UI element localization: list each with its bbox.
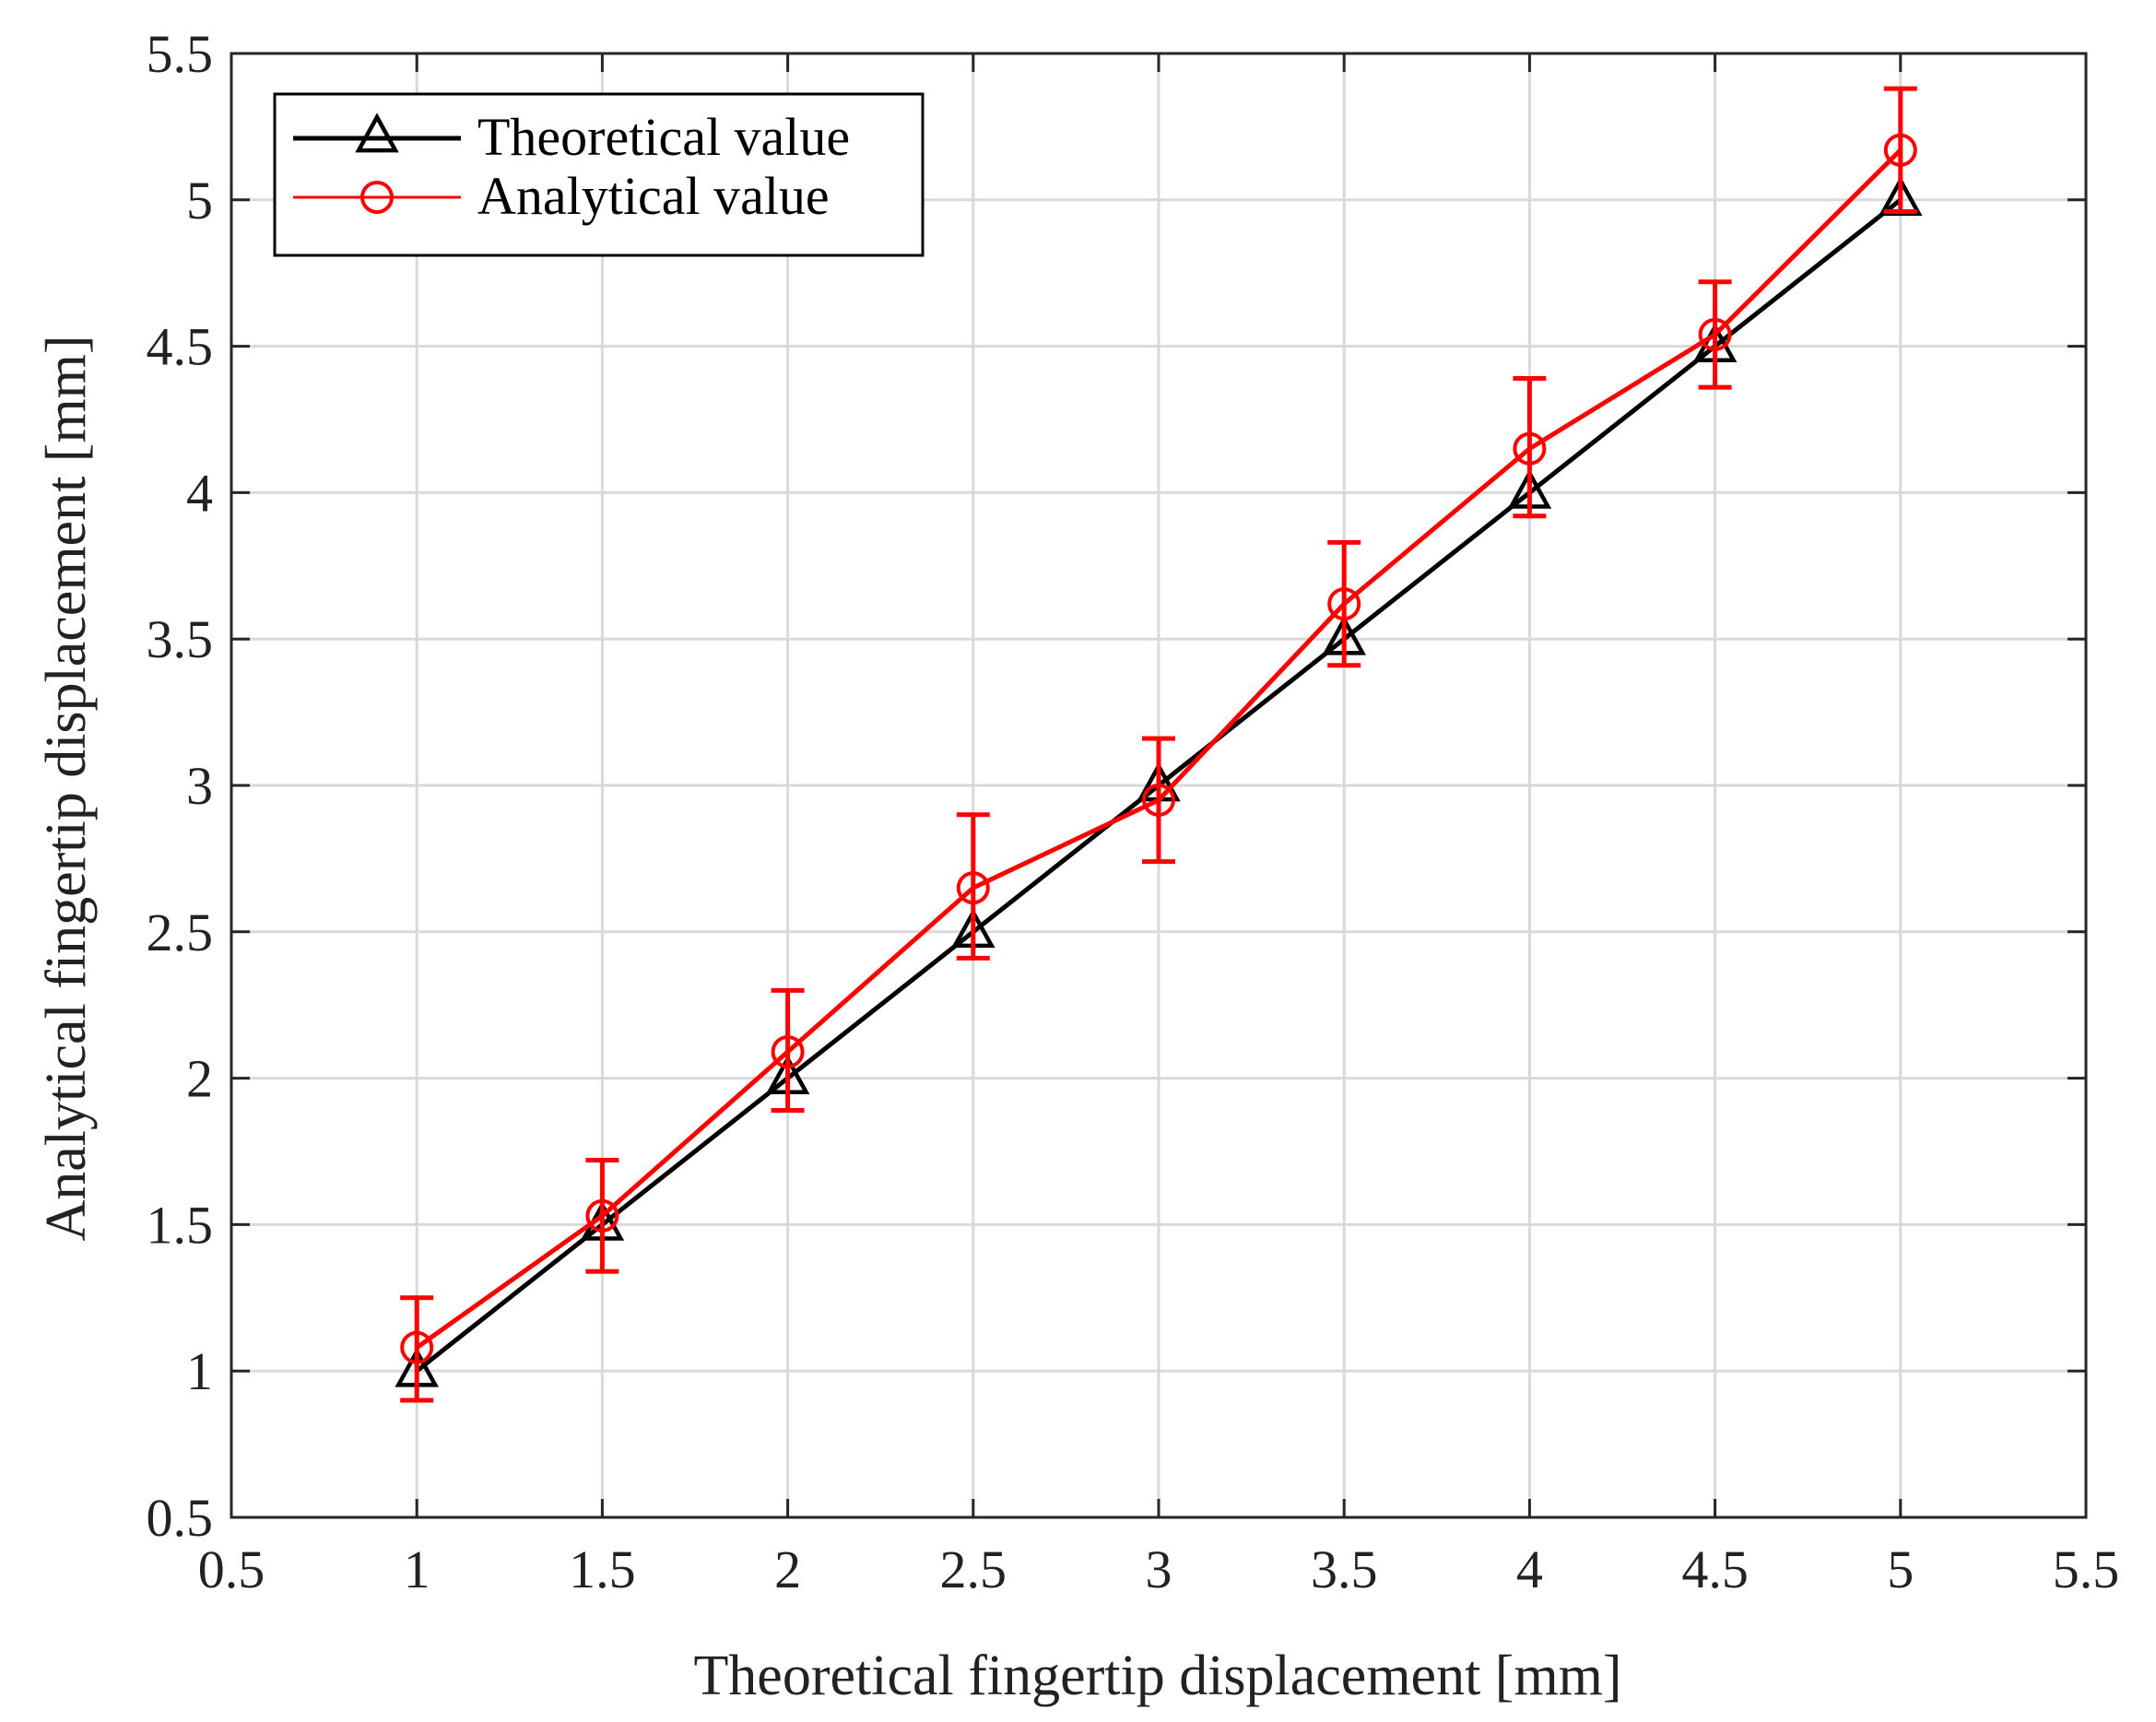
data-point-circle [585,1198,619,1233]
x-tick-label: 2.5 [940,1539,1007,1599]
legend-box [273,92,925,257]
x-tick-label: 4 [1516,1539,1543,1599]
y-tick-label: 4 [186,463,213,523]
y-tick-label: 1.5 [147,1195,214,1255]
x-tick-label: 5 [1887,1539,1914,1599]
data-point-circle [1327,587,1361,621]
x-tick-label: 4.5 [1681,1539,1749,1599]
legend-label: Theoretical value [477,107,850,167]
y-tick-label: 5 [186,171,213,230]
x-tick-label: 1.5 [569,1539,636,1599]
x-tick-label: 3.5 [1311,1539,1378,1599]
data-point-circle [1513,431,1547,466]
data-point-circle [956,871,990,905]
y-tick-label: 2.5 [147,902,214,962]
x-tick-label: 5.5 [2053,1539,2120,1599]
y-axis-title: Analytical fingertip displacement [mm] [35,335,98,1241]
data-point-circle [1142,783,1175,817]
y-tick-label: 2 [186,1049,213,1109]
series-analytical [400,86,1917,1403]
x-tick-label: 1 [404,1539,430,1599]
data-point-circle [1883,133,1917,167]
x-tick-label: 3 [1146,1539,1172,1599]
axes: 0.5 1 1.5 2 2.5 3 3.5 4 4.5 5 5.5 0.5 1 1.5 2 2.5 3 3.5 4 4… [147,24,2120,1599]
data-point-circle [771,1035,805,1069]
x-tick-label: 0.5 [198,1539,265,1599]
y-tick-label: 0.5 [147,1488,214,1548]
legend-marker-circle [360,181,394,214]
series-line [415,148,1903,1350]
y-tick-label: 3.5 [147,609,214,669]
y-tick-label: 1 [186,1341,213,1401]
legend-label: Analytical value [477,166,830,226]
legend-marker-triangle [355,112,399,153]
y-tick-label: 4.5 [147,317,214,377]
x-tick-label: 2 [774,1539,801,1599]
y-tick-label: 5.5 [147,24,214,84]
data-point-circle [400,1330,434,1364]
plot-area [395,86,1923,1403]
data-point-circle [1698,317,1732,351]
y-tick-label: 3 [186,756,213,816]
x-axis-title: Theoretical fingertip displacement [mm] [693,1645,1621,1707]
